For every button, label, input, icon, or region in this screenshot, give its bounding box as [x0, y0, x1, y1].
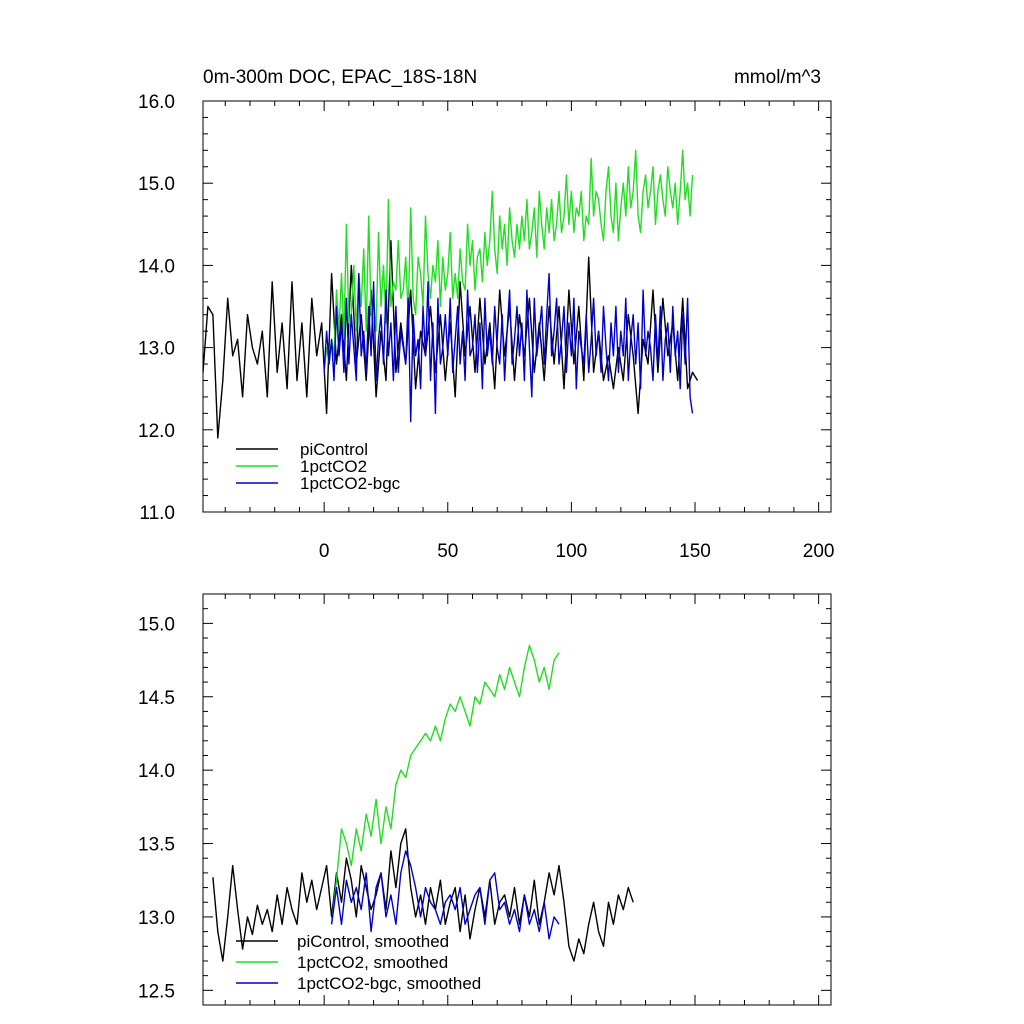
y-tick-label: 15.0 [138, 174, 175, 195]
series-line-picontrol-smoothed [212, 828, 634, 962]
series-line-picontrol [202, 239, 699, 439]
y-tick-label: 13.5 [138, 835, 175, 856]
series-line-1pctco2-bgc-smoothed [330, 850, 560, 940]
legend-label: 1pctCO2, smoothed [297, 953, 448, 972]
legend-label: 1pctCO2 [300, 457, 367, 476]
bottom-panel: 12.5 13.0 13.5 14.0 14.5 15.0 piControl, smoot… [138, 593, 832, 1006]
x-tick-label: 200 [803, 541, 835, 562]
y-tick-label: 14.0 [138, 761, 175, 782]
y-tick-label: 11.0 [139, 503, 175, 524]
x-tick-label: 150 [679, 541, 711, 562]
y-tick-label: 14.5 [138, 688, 175, 709]
x-tick-label: 100 [556, 541, 588, 562]
y-tick-label: 12.5 [138, 981, 175, 1002]
y-tick-label: 12.0 [138, 421, 175, 442]
y-tick-label: 15.0 [138, 614, 175, 635]
units-label: mmol/m^3 [734, 67, 821, 88]
y-tick-label: 14.0 [138, 256, 175, 277]
y-tick-label: 16.0 [138, 92, 175, 113]
series-line-1pctco2-smoothed [330, 644, 560, 925]
x-tick-label: 0 [319, 541, 330, 562]
legend-label: piControl [300, 440, 368, 459]
legend-label: piControl, smoothed [297, 932, 449, 951]
y-tick-label: 13.0 [138, 339, 175, 360]
chart-title: 0m-300m DOC, EPAC_18S-18N [203, 67, 477, 88]
top-panel: 11.0 12.0 13.0 14.0 15.0 16.0 0 50 100 150 200 0m-3… [138, 67, 834, 562]
legend-label: 1pctCO2-bgc [300, 474, 401, 493]
x-tick-label: 50 [437, 541, 458, 562]
plot-frame [202, 100, 832, 513]
legend-label: 1pctCO2-bgc, smoothed [297, 974, 481, 993]
y-tick-label: 13.0 [138, 908, 175, 929]
series-line-1pctco2-bgc [323, 272, 694, 423]
